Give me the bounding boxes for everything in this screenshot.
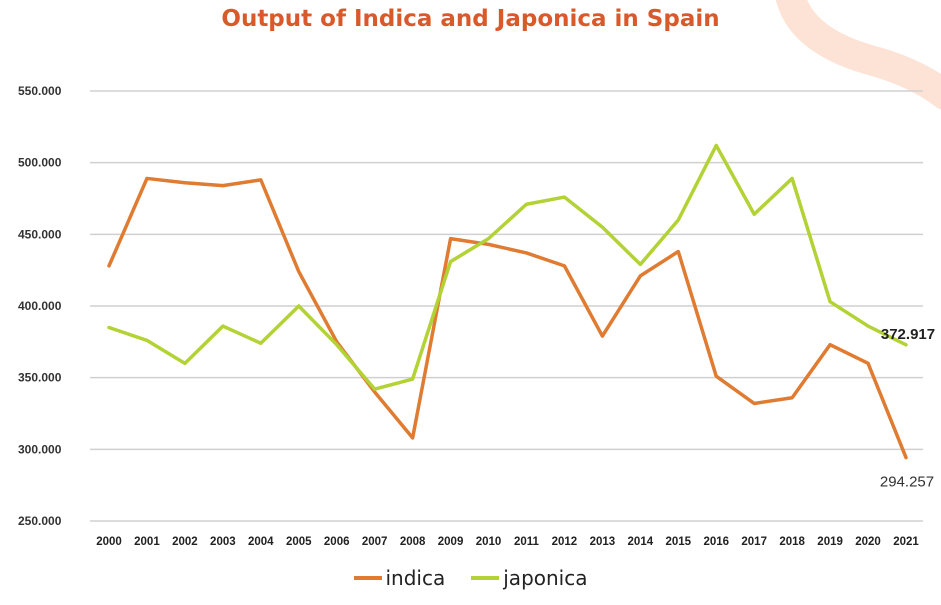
legend-item-indica: indica <box>353 566 446 590</box>
legend-item-japonica: japonica <box>471 566 587 590</box>
data-label-japonica: 372.917 <box>881 326 935 343</box>
x-tick-label: 2015 <box>665 536 691 548</box>
x-tick-label: 2012 <box>552 536 578 548</box>
data-label-indica: 294.257 <box>880 474 934 491</box>
x-tick-label: 2009 <box>438 536 464 548</box>
x-axis-ticks: 2000 2001 2002 2003 2004 2005 2006 2007 2008 2009… <box>96 536 919 548</box>
x-tick-label: 2019 <box>817 536 843 548</box>
x-tick-label: 2016 <box>703 536 729 548</box>
series-lines <box>107 143 908 460</box>
legend-swatch-indica <box>353 576 382 580</box>
series-line-indica <box>107 176 908 460</box>
y-tick-label: 350.000 <box>18 371 62 385</box>
x-tick-label: 2000 <box>96 536 122 548</box>
x-tick-label: 2010 <box>476 536 502 548</box>
x-tick-label: 2006 <box>324 536 350 548</box>
x-tick-label: 2013 <box>590 536 616 548</box>
series-line-japonica <box>107 143 908 391</box>
y-tick-label: 250.000 <box>18 514 62 528</box>
x-tick-label: 2005 <box>286 536 312 548</box>
x-tick-label: 2017 <box>741 536 767 548</box>
y-tick-label: 300.000 <box>18 442 62 456</box>
x-tick-label: 2007 <box>362 536 388 548</box>
x-tick-label: 2020 <box>855 536 881 548</box>
x-tick-label: 2001 <box>134 536 160 548</box>
x-tick-label: 2014 <box>628 536 654 548</box>
x-tick-label: 2011 <box>514 536 540 548</box>
chart-title: Output of Indica and Japonica in Spain <box>221 6 720 32</box>
y-tick-label: 450.000 <box>18 227 62 241</box>
x-tick-label: 2004 <box>248 536 274 548</box>
y-tick-label: 500.000 <box>18 156 62 170</box>
legend-swatch-japonica <box>471 576 500 580</box>
x-tick-label: 2018 <box>779 536 805 548</box>
y-tick-label: 400.000 <box>18 299 62 313</box>
gridlines <box>90 90 923 522</box>
x-tick-label: 2008 <box>400 536 426 548</box>
legend: indica japonica <box>0 566 941 590</box>
y-tick-label: 550.000 <box>18 84 62 98</box>
legend-label-japonica: japonica <box>503 566 588 590</box>
x-tick-label: 2021 <box>893 536 919 548</box>
legend-label-indica: indica <box>385 566 446 590</box>
x-tick-label: 2003 <box>210 536 236 548</box>
y-axis-ticks: 550.000 500.000 450.000 400.000 350.000 300.0… <box>18 84 62 528</box>
data-labels: 372.917 294.257 <box>880 326 935 491</box>
x-tick-label: 2002 <box>172 536 198 548</box>
